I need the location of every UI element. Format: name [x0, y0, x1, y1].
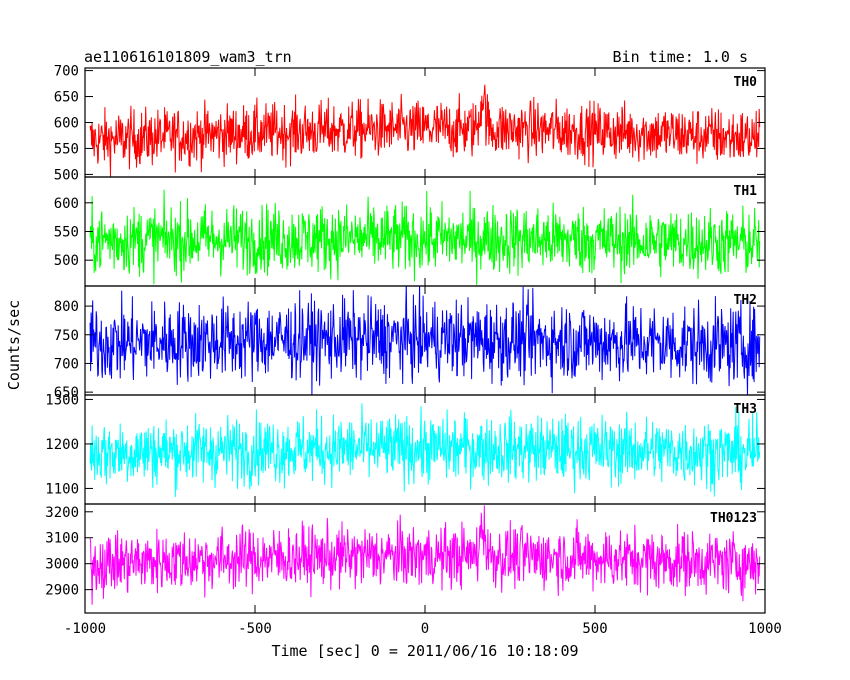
series-line-th0: [89, 84, 761, 177]
x-tick-label: 500: [582, 621, 607, 637]
panel-th0123: 2900 3000 3100 3200 TH0123: [45, 503, 766, 614]
chart-title: ae110616101809_wam3_trn: [84, 48, 292, 66]
y-tick-label-th0: 500: [54, 167, 79, 183]
panel-th2: 650 700 750 800 TH2: [54, 285, 766, 401]
y-axis-label: Counts/sec: [5, 300, 23, 390]
series-line-th2: [89, 286, 761, 395]
panel-label-th2: TH2: [734, 293, 757, 308]
y-tick-label-th3: 1200: [45, 437, 79, 453]
panel-th0: 500 550 600 650 700 TH0: [54, 64, 766, 183]
y-tick-label-th2: 650: [54, 385, 79, 401]
y-tick-label-th0123: 2900: [45, 583, 79, 599]
y-tick-label-th0: 550: [54, 141, 79, 157]
panel-label-th0123: TH0123: [710, 511, 757, 526]
series-line-th1: [89, 189, 761, 285]
panel-label-th1: TH1: [734, 184, 758, 199]
y-tick-label-th0: 700: [54, 64, 79, 80]
y-tick-label-th2: 700: [54, 356, 79, 372]
y-tick-label-th2: 750: [54, 328, 79, 344]
panels-group: 500 550 600 650 700 TH0 500 550 600 TH1 650 700 750 8…: [45, 64, 766, 614]
series-line-th0123: [89, 505, 761, 605]
y-tick-label-th0: 600: [54, 116, 79, 132]
x-tick-label: -500: [238, 621, 272, 637]
x-tick-label: 0: [421, 621, 429, 637]
y-tick-label-th0123: 3000: [45, 557, 79, 573]
panel-th3: 1100 1200 1300 TH3: [45, 392, 766, 505]
panel-label-th3: TH3: [734, 402, 757, 417]
panel-th1: 500 550 600 TH1: [54, 176, 766, 287]
x-tick-label: -1000: [64, 621, 106, 637]
y-tick-label-th3: 1300: [45, 392, 79, 408]
series-line-th3: [89, 403, 761, 498]
y-tick-label-th0123: 3100: [45, 531, 79, 547]
y-tick-label-th1: 600: [54, 196, 79, 212]
x-axis-ticks: -1000 -500 0 500 1000: [64, 621, 782, 637]
y-tick-label-th3: 1100: [45, 481, 79, 497]
y-tick-label-th1: 500: [54, 253, 79, 269]
bin-time-label: Bin time: 1.0 s: [613, 48, 748, 66]
panel-label-th0: TH0: [734, 75, 758, 90]
y-tick-label-th0123: 3200: [45, 505, 79, 521]
x-axis-label: Time [sec] 0 = 2011/06/16 10:18:09: [271, 642, 578, 660]
y-tick-label-th2: 800: [54, 299, 79, 315]
y-tick-label-th0: 650: [54, 90, 79, 106]
x-tick-label: 1000: [748, 621, 782, 637]
y-tick-label-th1: 550: [54, 225, 79, 241]
